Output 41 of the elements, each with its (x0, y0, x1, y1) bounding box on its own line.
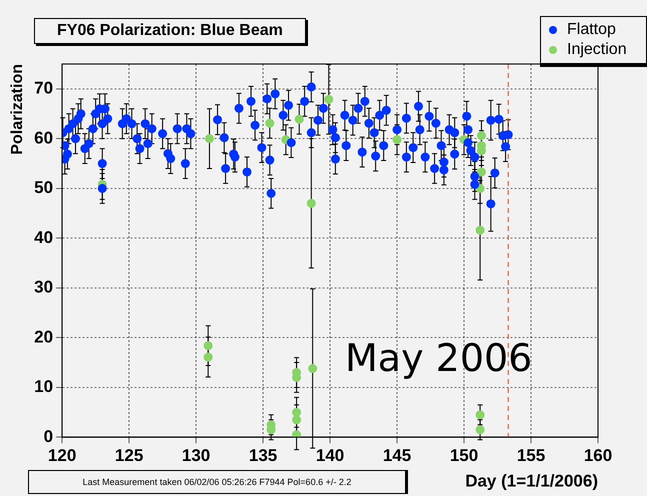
chart-title: FY06 Polarization: Blue Beam (34, 18, 306, 44)
point (392, 135, 402, 144)
point (306, 198, 316, 208)
x-tick-label: 130 (182, 446, 210, 466)
y-tick-label: 20 (34, 327, 54, 346)
text: Last Measurement taken 06/02/06 05:26:26 F7944 Pol=60.6 +/- 2.2 (28, 470, 408, 494)
x-tick-label: 135 (248, 446, 278, 466)
x-tick-label: 160 (584, 446, 612, 466)
y-tick-label: 0 (44, 426, 54, 446)
point (265, 118, 274, 128)
point (476, 425, 485, 434)
x-tick-label: 155 (516, 446, 546, 466)
y-tick-label: 40 (34, 228, 54, 247)
x-axis-title: Day (1=1/1/2006) (465, 471, 598, 490)
point (204, 341, 213, 350)
y-tick-label: 50 (34, 178, 54, 198)
x-tick-label: 140 (316, 446, 344, 466)
point (308, 364, 318, 374)
point (476, 131, 486, 140)
point (476, 167, 486, 176)
point (476, 410, 485, 420)
point (204, 134, 214, 144)
annotation: May 2006 (345, 336, 532, 380)
point (476, 226, 485, 235)
x-tick-label: 145 (382, 446, 412, 466)
point (294, 114, 304, 124)
x-tick-label: 125 (114, 446, 144, 466)
y-tick-label: 10 (34, 377, 54, 396)
legend-label: Injection (567, 41, 627, 59)
point (324, 94, 334, 104)
point (292, 415, 302, 424)
x-tick-label: 150 (450, 446, 478, 466)
y-tick-label: 30 (34, 278, 54, 297)
legend-label: Flattop (567, 21, 616, 39)
point (292, 408, 302, 417)
y-tick-label: 70 (34, 78, 54, 98)
point (292, 430, 302, 438)
y-axis-title: Polarization (9, 64, 26, 155)
y-tick-label: 60 (34, 128, 54, 148)
point (204, 352, 213, 362)
x-tick-label: 120 (48, 446, 76, 466)
